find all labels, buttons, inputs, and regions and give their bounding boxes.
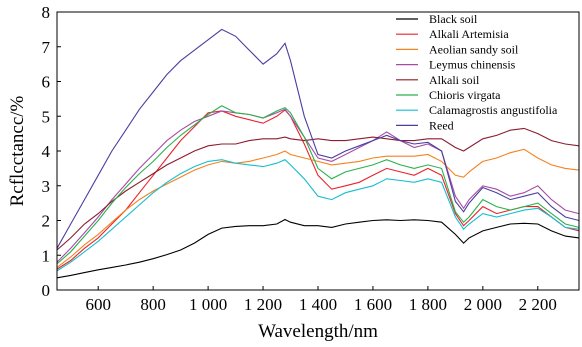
x-tick-label: 2 200 bbox=[519, 295, 557, 314]
legend-label: Calamagrostis angustifolia bbox=[429, 103, 558, 117]
y-tick-label: 3 bbox=[42, 177, 51, 196]
x-tick-label: 1 600 bbox=[354, 295, 392, 314]
legend-label: Chioris virgata bbox=[429, 88, 501, 102]
series-layer bbox=[56, 28, 580, 279]
y-tick-label: 7 bbox=[42, 38, 51, 57]
x-tick-label: 1 400 bbox=[299, 295, 337, 314]
x-tick-label: 800 bbox=[140, 295, 166, 314]
legend-label: Leymus chinensis bbox=[429, 58, 516, 72]
y-tick-label: 4 bbox=[42, 142, 51, 161]
series-line-3 bbox=[56, 108, 580, 263]
x-tick-label: 1 800 bbox=[409, 295, 447, 314]
series-line-2 bbox=[56, 148, 580, 268]
y-tick-label: 6 bbox=[42, 73, 51, 92]
y-tick-label: 2 bbox=[42, 212, 51, 231]
series-line-4 bbox=[56, 127, 580, 251]
x-tick-label: 1 000 bbox=[189, 295, 227, 314]
series-line-1 bbox=[56, 109, 580, 270]
x-tick-label: 1 200 bbox=[244, 295, 282, 314]
y-tick-label: 1 bbox=[42, 246, 51, 265]
x-tick-label: 2 000 bbox=[464, 295, 502, 314]
plot-area bbox=[56, 11, 580, 291]
legend-label: Aeolian sandy soil bbox=[429, 42, 519, 56]
y-axis-title: Rcflcctancc/% bbox=[7, 95, 28, 206]
x-tick-label: 600 bbox=[85, 295, 111, 314]
x-axis-title: Wavelength/nm bbox=[258, 321, 378, 342]
y-tick-label: 8 bbox=[42, 3, 51, 22]
legend-label: Black soil bbox=[429, 12, 478, 26]
legend-label: Alkali soil bbox=[429, 73, 480, 87]
y-tick-label: 0 bbox=[42, 281, 51, 300]
legend-label: Alkali Artemisia bbox=[429, 27, 509, 41]
y-tick-label: 5 bbox=[42, 107, 51, 126]
series-line-5 bbox=[56, 105, 580, 265]
series-line-0 bbox=[56, 218, 580, 279]
series-line-6 bbox=[56, 159, 580, 272]
legend-label: Reed bbox=[429, 118, 454, 132]
x-axis: 600 800 1 000 1 200 1 400 1 600 1 800 2 000 2 20… bbox=[85, 286, 557, 314]
y-axis: 0 1 2 3 4 5 6 7 8 bbox=[42, 3, 61, 300]
series-line-7 bbox=[56, 28, 580, 249]
